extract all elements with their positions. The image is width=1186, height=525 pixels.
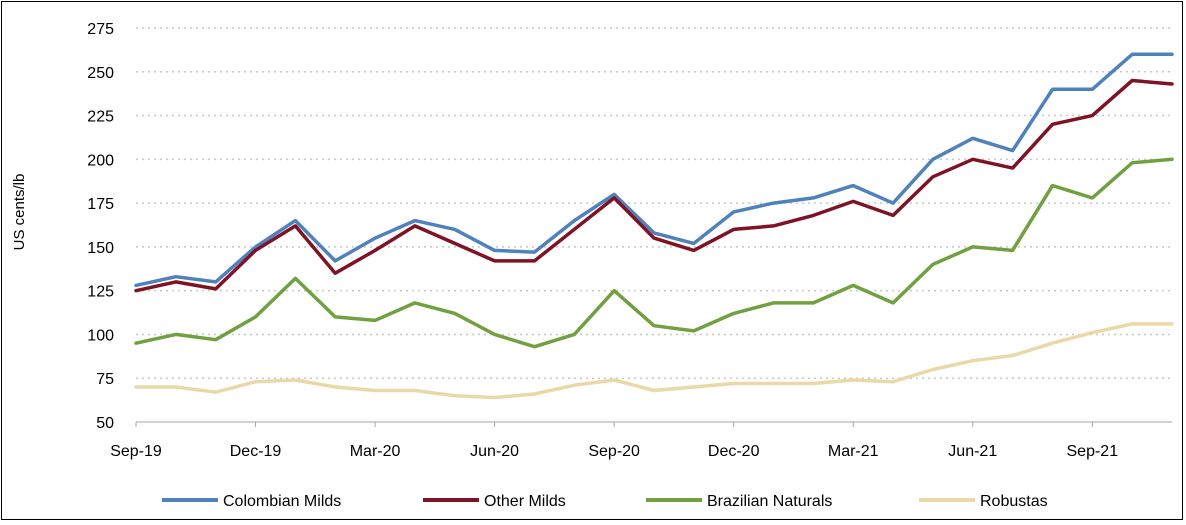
- y-tick-label: 250: [87, 65, 114, 82]
- x-tick-label: Sep-21: [1067, 443, 1119, 460]
- y-tick-label: 175: [87, 196, 114, 213]
- series-line-colombian-milds: [134, 52, 1174, 288]
- x-tick-label: Jun-20: [470, 443, 519, 460]
- x-tick-label: Sep-19: [110, 443, 162, 460]
- x-tick-label: Sep-20: [588, 443, 640, 460]
- y-axis-title: US cents/lb: [11, 174, 28, 251]
- x-tick-label: Dec-20: [708, 443, 760, 460]
- series-line-other-milds: [134, 78, 1174, 293]
- legend-label: Colombian Milds: [223, 493, 341, 510]
- y-tick-label: 50: [96, 415, 114, 432]
- x-tick-label: Dec-19: [230, 443, 282, 460]
- y-tick-label: 75: [96, 371, 114, 388]
- series-line-brazilian-naturals: [134, 157, 1174, 349]
- series-line-robustas: [134, 322, 1174, 400]
- y-tick-label: 225: [87, 109, 114, 126]
- x-tick-label: Mar-20: [350, 443, 401, 460]
- legend-label: Other Milds: [484, 493, 566, 510]
- x-tick-label: Jun-21: [948, 443, 997, 460]
- legend-label: Robustas: [980, 493, 1048, 510]
- y-tick-label: 275: [87, 21, 114, 38]
- y-tick-label: 150: [87, 240, 114, 257]
- y-tick-label: 200: [87, 152, 114, 169]
- legend-label: Brazilian Naturals: [707, 493, 832, 510]
- y-tick-label: 125: [87, 284, 114, 301]
- x-tick-label: Mar-21: [828, 443, 879, 460]
- y-tick-label: 100: [87, 327, 114, 344]
